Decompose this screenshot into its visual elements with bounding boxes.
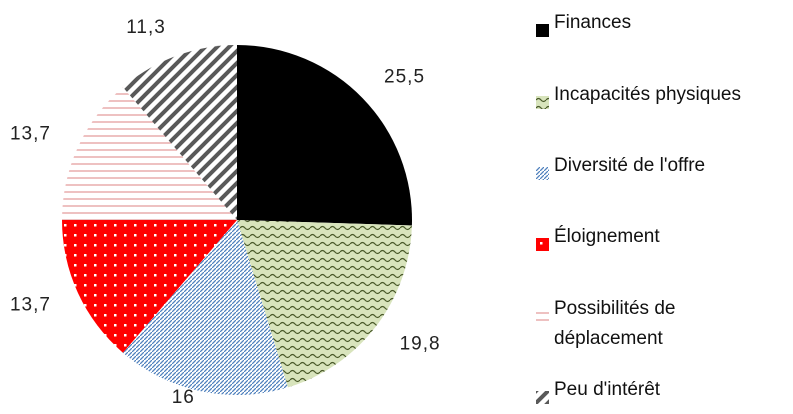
legend-label: Diversité de l'offre <box>554 155 706 176</box>
data-label: 13,7 <box>10 124 51 145</box>
legend-swatch <box>536 384 549 404</box>
pie-slice <box>62 87 237 220</box>
legend-label: Peu d'intérêt <box>554 379 661 400</box>
legend-entry: Peu d'intérêt <box>536 375 791 405</box>
pie-slice <box>62 220 237 353</box>
data-label: 19,8 <box>400 333 441 354</box>
legend-entry: Diversité de l'offre <box>536 151 791 181</box>
legend-label: Possibilités de déplacement <box>554 298 676 349</box>
legend-swatch <box>536 89 549 109</box>
pie-slice <box>237 45 412 226</box>
legend-entry: Incapacités physiques <box>536 80 791 110</box>
legend-entry: Finances <box>536 8 791 38</box>
data-label: 16 <box>172 387 195 407</box>
pie-slice <box>122 220 288 395</box>
legend-label: Incapacités physiques <box>554 84 741 105</box>
legend-swatch <box>536 303 549 323</box>
legend-swatch <box>536 160 549 180</box>
data-label: 25,5 <box>384 67 425 88</box>
pie-slice <box>122 45 237 220</box>
data-label: 13,7 <box>10 294 51 315</box>
legend-entry: Possibilités de déplacement <box>536 294 791 354</box>
data-label: 11,3 <box>126 17 166 38</box>
pie-slice <box>237 220 412 388</box>
legend-swatch <box>536 17 549 37</box>
legend-label: Finances <box>554 12 632 33</box>
legend-entry: Éloignement <box>536 222 791 252</box>
legend-label: Éloignement <box>554 226 660 247</box>
legend-swatch <box>536 231 549 251</box>
